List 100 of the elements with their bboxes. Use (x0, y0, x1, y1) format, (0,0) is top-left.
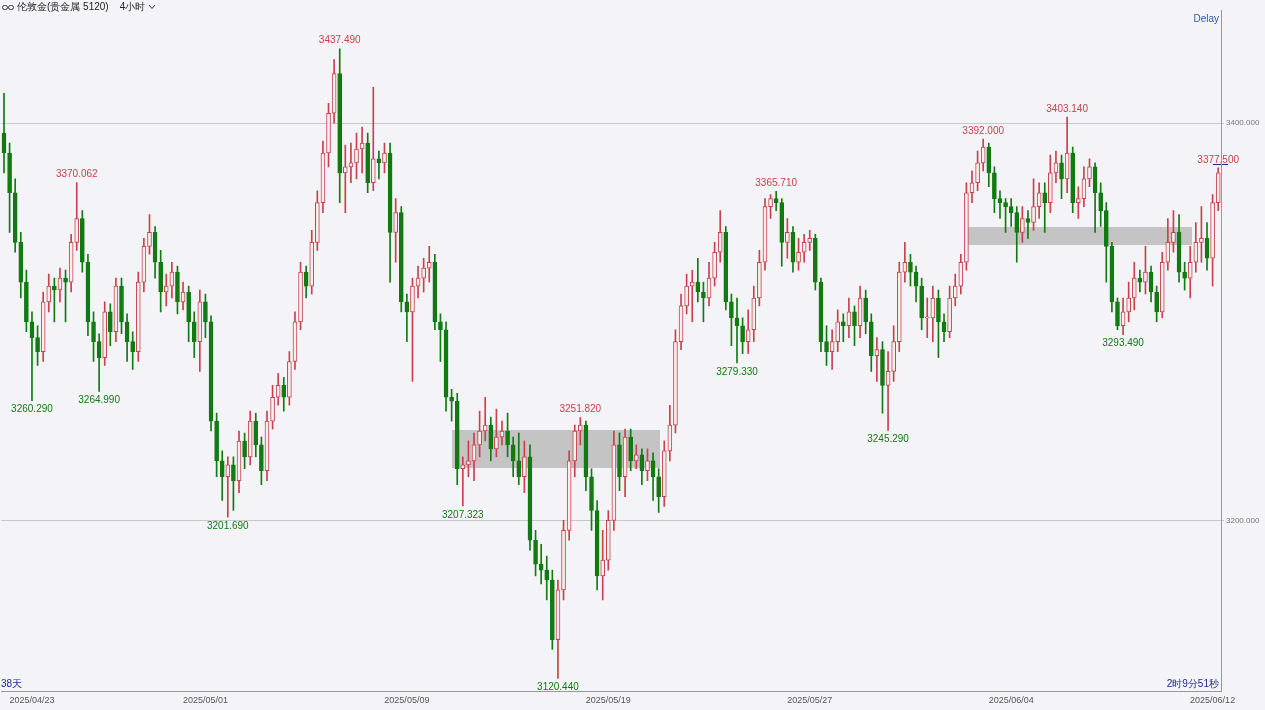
candlestick (1171, 210, 1176, 253)
candlestick (1003, 198, 1008, 233)
annotation: 3260.290 (11, 403, 54, 415)
candlestick (1199, 206, 1204, 263)
annotation: 3207.323 (441, 508, 485, 520)
candlestick (1031, 178, 1036, 231)
candlestick (1008, 198, 1014, 227)
annotation: 3120.440 (537, 681, 580, 693)
candlestick (393, 198, 399, 263)
candlestick (421, 257, 426, 293)
candlestick (158, 249, 163, 313)
candlestick (919, 277, 924, 331)
candlestick (813, 234, 818, 291)
chart-subtitle: 4小时 (119, 0, 146, 14)
annotation: 3403.140 (1046, 102, 1089, 114)
candlestick (924, 297, 930, 339)
candlestick (24, 269, 29, 333)
candlestick (186, 285, 191, 342)
candlestick (175, 265, 180, 315)
x-tick-label: 2025/05/27 (787, 695, 833, 706)
candlestick (326, 103, 331, 168)
candlestick (505, 412, 510, 458)
candlestick (785, 218, 790, 259)
candlestick (449, 389, 454, 422)
candlestick (214, 412, 219, 478)
candlestick (807, 230, 813, 251)
candlestick (992, 166, 997, 213)
candlestick (203, 293, 208, 339)
candlestick (1059, 154, 1064, 199)
candlestick (225, 456, 231, 518)
candlestick (824, 325, 829, 366)
candlestick (163, 273, 169, 307)
candlestick (947, 285, 952, 339)
annotation: 2时9分51秒 (1166, 678, 1219, 690)
candlestick (796, 238, 801, 271)
candlestick (522, 440, 527, 493)
candlestick (1210, 194, 1215, 287)
candlestick (298, 261, 303, 331)
candlestick (370, 87, 376, 192)
annotation: 3279.330 (716, 365, 759, 377)
candlestick (600, 530, 606, 601)
annotation: 3293.490 (1102, 337, 1145, 349)
x-tick-label: 2025/06/12 (1190, 695, 1236, 706)
annotation: 3251.820 (559, 403, 602, 415)
candlestick (259, 436, 264, 485)
candlestick (863, 289, 869, 335)
candlestick (410, 277, 415, 382)
annotation: 3392.000 (962, 124, 1005, 136)
candlestick (130, 331, 136, 370)
candlestick (852, 305, 857, 346)
candlestick (1087, 158, 1092, 188)
candlestick (964, 182, 969, 271)
candlestick (561, 520, 566, 601)
annotation: 38天 (1, 678, 23, 690)
candlestick (768, 194, 773, 219)
candlestick (342, 144, 348, 213)
candlestick (729, 293, 734, 346)
candlestick (1020, 206, 1025, 243)
candlestick (91, 311, 96, 362)
candlestick (975, 150, 980, 192)
candlestick (740, 317, 745, 354)
annotation: 3437.490 (318, 34, 362, 46)
chart-title: 伦敦金(贵金属 5120) (17, 0, 109, 14)
x-tick-label: 2025/05/19 (585, 695, 631, 706)
candlestick (482, 396, 488, 442)
candlestick (1182, 261, 1187, 291)
candlestick (628, 428, 634, 472)
candlestick (673, 329, 678, 434)
candlestick (645, 448, 650, 482)
candlestick (107, 303, 113, 346)
annotation: 3365.710 (755, 177, 798, 189)
candlestick (494, 408, 499, 458)
candlestick (1042, 182, 1048, 233)
candlestick (80, 210, 85, 273)
candlestick (231, 456, 236, 511)
candlestick (315, 190, 320, 251)
candlestick (589, 468, 594, 531)
candlestick (656, 468, 661, 513)
candlestick (617, 432, 622, 491)
candlestick (891, 325, 896, 382)
candlestick (757, 249, 762, 307)
candlestick (684, 273, 689, 315)
x-tick-label: 2025/04/23 (9, 695, 55, 706)
x-tick-label: 2025/06/04 (988, 695, 1034, 706)
candlestick (7, 142, 12, 233)
candlestick (287, 351, 292, 406)
candlestick (1154, 285, 1159, 323)
candlestick (270, 385, 275, 430)
y-tick-label: 3400.000 (1226, 118, 1260, 128)
candlestick (544, 555, 550, 601)
candlestick (936, 289, 941, 358)
y-tick-label: 3200.000 (1226, 515, 1260, 525)
annotation: Delay (1193, 13, 1219, 24)
annotation: 3201.690 (206, 519, 250, 531)
candlestick (460, 456, 466, 507)
annotation: 3264.990 (78, 394, 121, 406)
candlestick (426, 246, 432, 283)
x-tick-label: 2025/05/09 (384, 695, 430, 706)
candlestick (533, 530, 538, 577)
candlestick (1115, 297, 1120, 331)
